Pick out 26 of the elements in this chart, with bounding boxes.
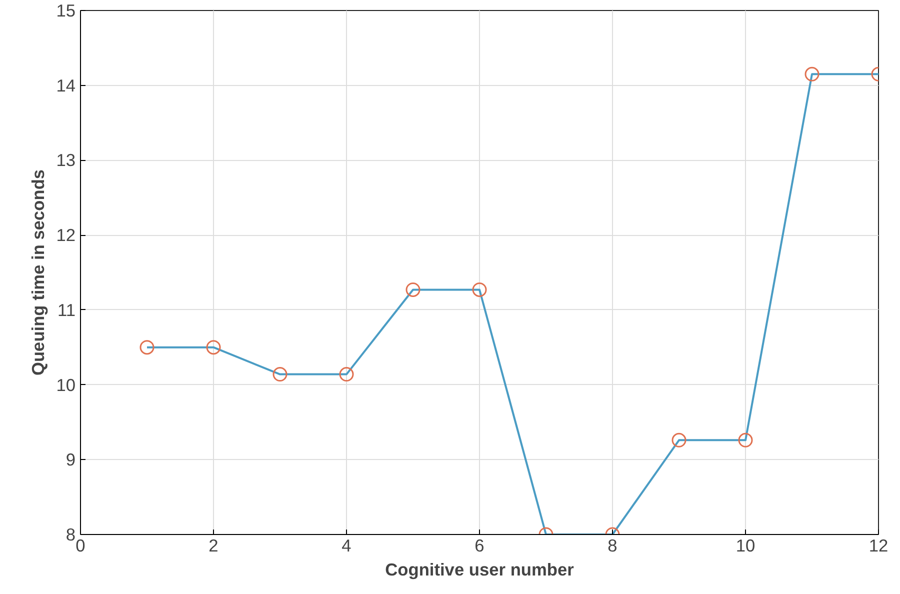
point [406,282,420,297]
point [472,282,487,297]
y-tick-label: 13 [56,150,76,170]
x-tick-label: 2 [208,536,218,556]
y-tick-label: 11 [58,300,76,320]
y-tick-label: 15 [56,0,76,20]
x-tick-label: 12 [868,536,888,556]
point [738,432,753,448]
y-tick-label: 9 [66,450,76,470]
x-tick-label: 10 [736,536,756,556]
point [672,432,686,448]
x-axis-title: Cognitive user number [385,560,574,580]
x-tick-label: 0 [76,536,86,556]
point [272,367,288,382]
x-tick-label: 4 [342,536,352,556]
line-series [146,73,878,534]
x-tick-label: 8 [608,536,618,556]
y-axis-title: Queuing time in seconds [28,169,48,376]
point [140,340,154,355]
y-tick-label: 10 [56,374,76,395]
y-tick-label: 14 [56,75,76,96]
point [804,66,820,82]
point [206,340,221,355]
point [339,367,354,382]
x-tick-label: 6 [474,536,484,556]
y-tick-label: 12 [56,225,76,246]
